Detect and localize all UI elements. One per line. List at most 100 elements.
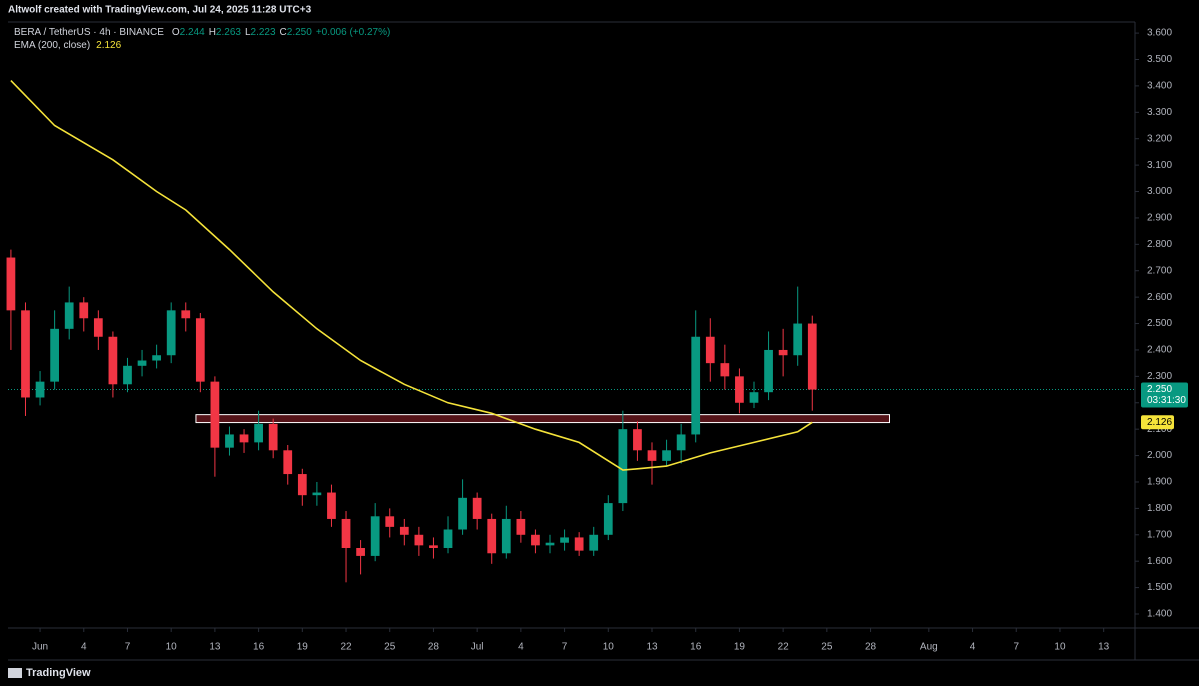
attribution: Altwolf created with TradingView.com, Ju… bbox=[8, 5, 312, 16]
candle-body bbox=[647, 450, 657, 461]
candle-body bbox=[283, 450, 293, 475]
x-tick-label: Jul bbox=[471, 642, 484, 653]
ema-line bbox=[10, 80, 813, 471]
ohlc-letter: C bbox=[280, 27, 287, 38]
change: +0.006 (+0.27%) bbox=[316, 27, 391, 38]
candle-body bbox=[516, 518, 526, 535]
x-tick-label: 19 bbox=[734, 642, 746, 653]
ema-price-label: 2.126 bbox=[1147, 417, 1172, 428]
candle-body bbox=[297, 474, 307, 496]
y-tick-label: 1.600 bbox=[1147, 556, 1172, 567]
candle-body bbox=[764, 349, 773, 393]
y-tick-label: 2.500 bbox=[1147, 318, 1172, 329]
x-tick-label: 13 bbox=[646, 642, 658, 653]
x-tick-label: Jun bbox=[32, 642, 48, 653]
candle-body bbox=[195, 318, 205, 382]
y-tick-label: 2.300 bbox=[1147, 371, 1172, 382]
x-tick-label: 16 bbox=[253, 642, 265, 653]
ohlc-value: 2.250 bbox=[287, 27, 312, 38]
candle-body bbox=[662, 450, 671, 461]
y-tick-label: 3.400 bbox=[1147, 81, 1172, 92]
candle-body bbox=[531, 534, 540, 546]
x-tick-label: 19 bbox=[297, 642, 309, 653]
y-tick-label: 1.900 bbox=[1147, 477, 1172, 488]
candle-body bbox=[35, 381, 45, 398]
candle-body bbox=[254, 423, 263, 443]
ohlc-letter: L bbox=[245, 27, 251, 38]
y-tick-label: 3.300 bbox=[1147, 107, 1172, 118]
x-tick-label: 25 bbox=[821, 642, 833, 653]
y-tick-label: 2.000 bbox=[1147, 450, 1172, 461]
ohlc-value: 2.263 bbox=[216, 27, 241, 38]
x-tick-label: 4 bbox=[970, 642, 976, 653]
candle-body bbox=[691, 336, 701, 435]
candle-body bbox=[21, 310, 30, 398]
y-tick-label: 1.400 bbox=[1147, 609, 1172, 620]
logo-icon bbox=[8, 668, 22, 678]
candle-body bbox=[370, 516, 380, 556]
candle-body bbox=[676, 434, 686, 451]
candle-body bbox=[633, 429, 642, 451]
candle-body bbox=[341, 518, 351, 548]
x-tick-label: 4 bbox=[518, 642, 524, 653]
candle-body bbox=[807, 323, 817, 390]
candle-body bbox=[123, 365, 132, 385]
candle-body bbox=[560, 537, 569, 543]
candle-body bbox=[50, 328, 59, 382]
candle-body bbox=[181, 310, 191, 319]
candle-body bbox=[778, 349, 788, 356]
x-tick-label: 13 bbox=[209, 642, 221, 653]
candle-body bbox=[166, 310, 176, 356]
y-tick-label: 3.200 bbox=[1147, 133, 1172, 144]
candle-body bbox=[618, 429, 628, 504]
legend-line: BERA / TetherUS · 4h · BINANCE O2.244 H2.2… bbox=[14, 27, 390, 38]
candle-body bbox=[574, 537, 584, 551]
x-tick-label: Aug bbox=[920, 642, 938, 653]
candle-body bbox=[749, 392, 759, 403]
y-tick-label: 2.800 bbox=[1147, 239, 1172, 250]
candle-body bbox=[545, 542, 555, 546]
candle-body bbox=[6, 257, 16, 311]
x-tick-label: 16 bbox=[690, 642, 702, 653]
x-tick-label: 7 bbox=[562, 642, 568, 653]
ohlc-letter: O bbox=[172, 27, 180, 38]
candle-body bbox=[137, 360, 147, 366]
brand: TradingView bbox=[26, 667, 91, 679]
symbol-title: BERA / TetherUS · 4h · BINANCE bbox=[14, 27, 164, 38]
candle-body bbox=[793, 323, 803, 356]
x-tick-label: 28 bbox=[865, 642, 877, 653]
candle-body bbox=[735, 376, 744, 403]
last-price-label: 2.250 bbox=[1147, 384, 1172, 395]
x-tick-label: 25 bbox=[384, 642, 396, 653]
x-tick-label: 4 bbox=[81, 642, 87, 653]
y-tick-label: 3.600 bbox=[1147, 28, 1172, 39]
candle-body bbox=[64, 302, 74, 329]
x-tick-label: 10 bbox=[603, 642, 615, 653]
candle-body bbox=[399, 526, 409, 535]
x-tick-label: 10 bbox=[166, 642, 178, 653]
candle-body bbox=[268, 423, 278, 451]
x-tick-label: 22 bbox=[340, 642, 352, 653]
candle-body bbox=[108, 336, 118, 385]
candle-body bbox=[589, 534, 599, 551]
y-tick-label: 1.700 bbox=[1147, 529, 1172, 540]
candle-body bbox=[487, 518, 497, 554]
y-tick-label: 2.400 bbox=[1147, 345, 1172, 356]
ema-value: 2.126 bbox=[96, 40, 121, 51]
ohlc-value: 2.244 bbox=[180, 27, 205, 38]
y-tick-label: 2.600 bbox=[1147, 292, 1172, 303]
candle-body bbox=[225, 434, 234, 448]
candle-body bbox=[472, 497, 482, 519]
x-tick-label: 28 bbox=[428, 642, 440, 653]
candle-body bbox=[79, 302, 89, 319]
candle-body bbox=[327, 492, 336, 519]
candle-body bbox=[152, 355, 161, 361]
candle-body bbox=[210, 381, 220, 448]
y-tick-label: 3.000 bbox=[1147, 186, 1172, 197]
ema-name: EMA (200, close) bbox=[14, 40, 90, 51]
candle-body bbox=[443, 529, 453, 548]
x-tick-label: 7 bbox=[125, 642, 131, 653]
candle-body bbox=[239, 434, 249, 443]
